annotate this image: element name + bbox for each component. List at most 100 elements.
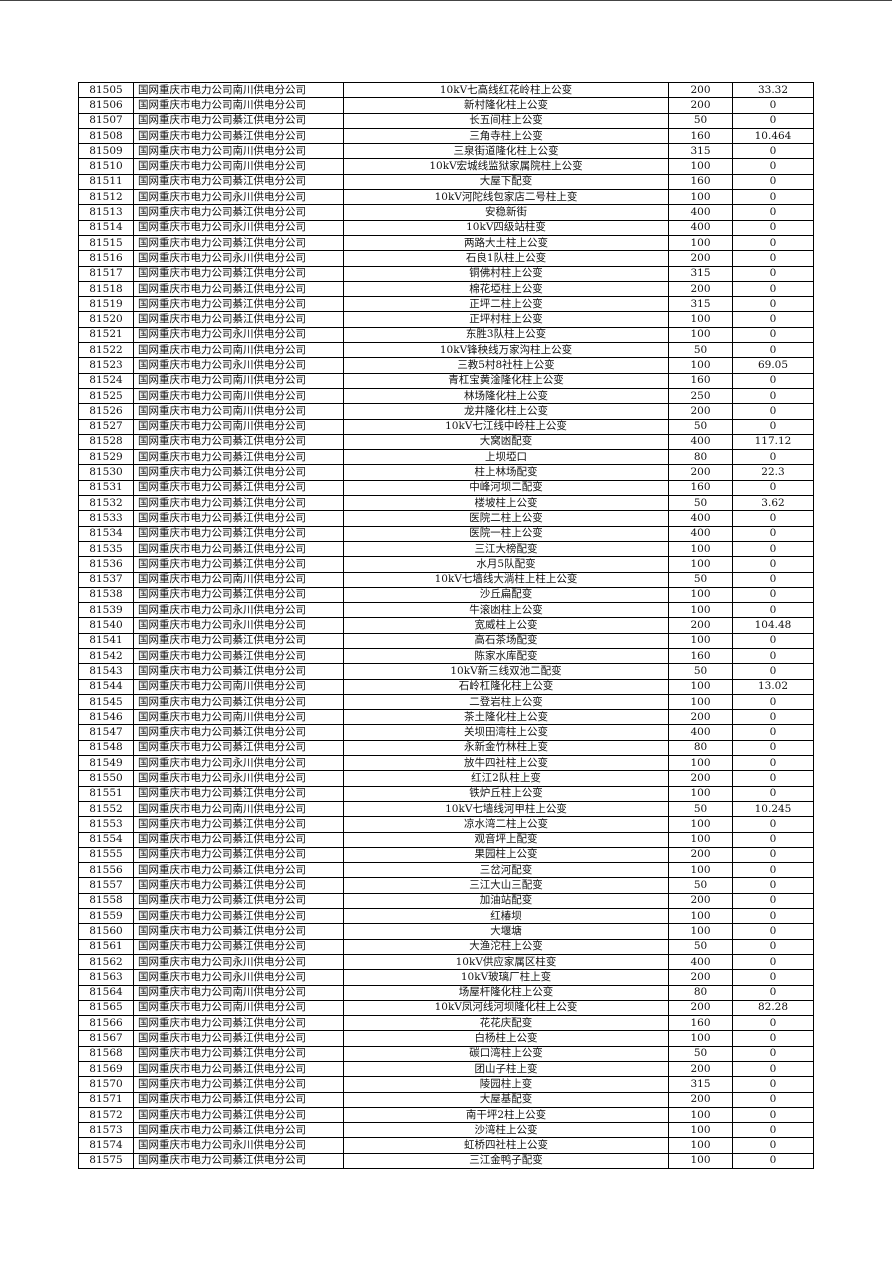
row-id-cell: 81507	[78, 112, 134, 129]
row-id-cell: 81539	[78, 602, 134, 619]
table-row: 81554 国网重庆市电力公司綦江供电分公司 观音坪上配变 100 0	[78, 831, 814, 848]
transformer-name-cell: 南干坪2柱上公变	[343, 1106, 669, 1124]
value-cell: 0	[732, 1015, 814, 1032]
capacity-cell: 100	[668, 540, 733, 558]
capacity-cell: 160	[668, 1015, 733, 1032]
company-cell: 国网重庆市电力公司綦江供电分公司	[133, 479, 344, 497]
company-cell: 国网重庆市电力公司南川供电分公司	[133, 984, 344, 1001]
transformer-name-cell: 10kV七墙线河甲柱上公变	[343, 800, 669, 818]
transformer-name-cell: 宽威柱上公变	[343, 617, 669, 634]
table-row: 81536 国网重庆市电力公司綦江供电分公司 水月5队配变 100 0	[78, 556, 814, 573]
capacity-cell: 80	[668, 449, 733, 466]
value-cell: 0	[732, 632, 814, 649]
transformer-name-cell: 10kV七高线红花岭柱上公变	[343, 81, 669, 99]
company-cell: 国网重庆市电力公司南川供电分公司	[133, 403, 344, 420]
table-row: 81539 国网重庆市电力公司永川供电分公司 牛滚凼柱上公变 100 0	[78, 602, 814, 619]
company-cell: 国网重庆市电力公司綦江供电分公司	[133, 433, 344, 451]
row-id-cell: 81563	[78, 969, 134, 986]
capacity-cell: 200	[668, 81, 733, 99]
table-row: 81557 国网重庆市电力公司綦江供电分公司 三江大山三配变 50 0	[78, 877, 814, 894]
capacity-cell: 100	[668, 693, 733, 711]
row-id-cell: 81515	[78, 234, 134, 252]
row-id-cell: 81505	[78, 81, 134, 99]
company-cell: 国网重庆市电力公司綦江供电分公司	[133, 234, 344, 252]
table-row: 81573 国网重庆市电力公司綦江供电分公司 沙湾柱上公变 100 0	[78, 1122, 814, 1139]
company-cell: 国网重庆市电力公司永川供电分公司	[133, 770, 344, 787]
table-row: 81530 国网重庆市电力公司綦江供电分公司 柱上林场配变 200 22.3	[78, 464, 814, 481]
company-cell: 国网重庆市电力公司綦江供电分公司	[133, 892, 344, 910]
transformer-name-cell: 10kV凤河线河坝隆化柱上公变	[343, 999, 669, 1017]
capacity-cell: 400	[668, 953, 733, 971]
transformer-name-cell: 三江大山三配变	[343, 877, 669, 894]
company-cell: 国网重庆市电力公司南川供电分公司	[133, 387, 344, 405]
capacity-cell: 100	[668, 923, 733, 940]
transformer-name-cell: 10kV宏城线监狱家属院柱上公变	[343, 158, 669, 175]
company-cell: 国网重庆市电力公司綦江供电分公司	[133, 831, 344, 848]
value-cell: 10.245	[732, 800, 814, 818]
table-row: 81549 国网重庆市电力公司永川供电分公司 放牛四社柱上公变 100 0	[78, 755, 814, 772]
capacity-cell: 200	[668, 617, 733, 634]
table-row: 81551 国网重庆市电力公司綦江供电分公司 铁炉丘柱上公变 100 0	[78, 785, 814, 802]
transformer-name-cell: 关坝田湾柱上公变	[343, 724, 669, 741]
capacity-cell: 160	[668, 647, 733, 665]
transformer-name-cell: 茶土隆化柱上公变	[343, 709, 669, 726]
transformer-name-cell: 永新金竹林柱上变	[343, 739, 669, 757]
table-row: 81546 国网重庆市电力公司南川供电分公司 茶土隆化柱上公变 200 0	[78, 709, 814, 726]
capacity-cell: 100	[668, 234, 733, 252]
capacity-cell: 200	[668, 846, 733, 864]
transformer-name-cell: 医院一柱上公变	[343, 525, 669, 542]
table-row: 81513 国网重庆市电力公司綦江供电分公司 安稳新街 400 0	[78, 204, 814, 221]
row-id-cell: 81514	[78, 219, 134, 236]
value-cell: 0	[732, 112, 814, 129]
table-row: 81565 国网重庆市电力公司南川供电分公司 10kV凤河线河坝隆化柱上公变 200 8…	[78, 999, 814, 1017]
row-id-cell: 81520	[78, 311, 134, 328]
capacity-cell: 315	[668, 296, 733, 313]
company-cell: 国网重庆市电力公司綦江供电分公司	[133, 1076, 344, 1093]
capacity-cell: 200	[668, 97, 733, 114]
company-cell: 国网重庆市电力公司綦江供电分公司	[133, 938, 344, 955]
transformer-name-cell: 红椿坝	[343, 908, 669, 925]
capacity-cell: 100	[668, 1137, 733, 1154]
row-id-cell: 81522	[78, 342, 134, 359]
table-row: 81528 国网重庆市电力公司綦江供电分公司 大窝凼配变 400 117.12	[78, 433, 814, 451]
company-cell: 国网重庆市电力公司綦江供电分公司	[133, 525, 344, 542]
value-cell: 0	[732, 862, 814, 879]
row-id-cell: 81561	[78, 938, 134, 955]
company-cell: 国网重庆市电力公司綦江供电分公司	[133, 1122, 344, 1139]
capacity-cell: 100	[668, 602, 733, 619]
value-cell: 0	[732, 770, 814, 787]
capacity-cell: 50	[668, 418, 733, 435]
capacity-cell: 100	[668, 678, 733, 695]
transformer-name-cell: 沙丘扁配变	[343, 586, 669, 604]
company-cell: 国网重庆市电力公司綦江供电分公司	[133, 495, 344, 512]
table-row: 81537 国网重庆市电力公司南川供电分公司 10kV七墙线大淌柱上柱上公变 50 0	[78, 571, 814, 588]
company-cell: 国网重庆市电力公司南川供电分公司	[133, 143, 344, 160]
table-row: 81520 国网重庆市电力公司綦江供电分公司 正坪村柱上公变 100 0	[78, 311, 814, 328]
row-id-cell: 81528	[78, 433, 134, 451]
capacity-cell: 100	[668, 1122, 733, 1139]
transformer-name-cell: 三江金鸭子配变	[343, 1152, 669, 1170]
row-id-cell: 81572	[78, 1106, 134, 1124]
company-cell: 国网重庆市电力公司綦江供电分公司	[133, 265, 344, 282]
table-row: 81510 国网重庆市电力公司南川供电分公司 10kV宏城线监狱家属院柱上公变 100…	[78, 158, 814, 175]
transformer-name-cell: 10kV锋秧线万家沟柱上公变	[343, 342, 669, 359]
transformer-name-cell: 大屋下配变	[343, 173, 669, 191]
company-cell: 国网重庆市电力公司綦江供电分公司	[133, 877, 344, 894]
company-cell: 国网重庆市电力公司綦江供电分公司	[133, 510, 344, 527]
value-cell: 0	[732, 280, 814, 298]
transformer-name-cell: 花花庆配变	[343, 1015, 669, 1032]
value-cell: 0	[732, 403, 814, 420]
table-row: 81527 国网重庆市电力公司南川供电分公司 10kV七江线中岭柱上公变 50 0	[78, 418, 814, 435]
value-cell: 0	[732, 189, 814, 206]
company-cell: 国网重庆市电力公司南川供电分公司	[133, 678, 344, 695]
row-id-cell: 81565	[78, 999, 134, 1017]
capacity-cell: 100	[668, 311, 733, 328]
table-row: 81552 国网重庆市电力公司南川供电分公司 10kV七墙线河甲柱上公变 50 10.2…	[78, 800, 814, 818]
row-id-cell: 81530	[78, 464, 134, 481]
transformer-name-cell: 白杨柱上公变	[343, 1030, 669, 1047]
company-cell: 国网重庆市电力公司綦江供电分公司	[133, 173, 344, 191]
row-id-cell: 81556	[78, 862, 134, 879]
capacity-cell: 400	[668, 219, 733, 236]
transformer-name-cell: 场屋杆隆化柱上公变	[343, 984, 669, 1001]
transformer-name-cell: 铜佛村柱上公变	[343, 265, 669, 282]
